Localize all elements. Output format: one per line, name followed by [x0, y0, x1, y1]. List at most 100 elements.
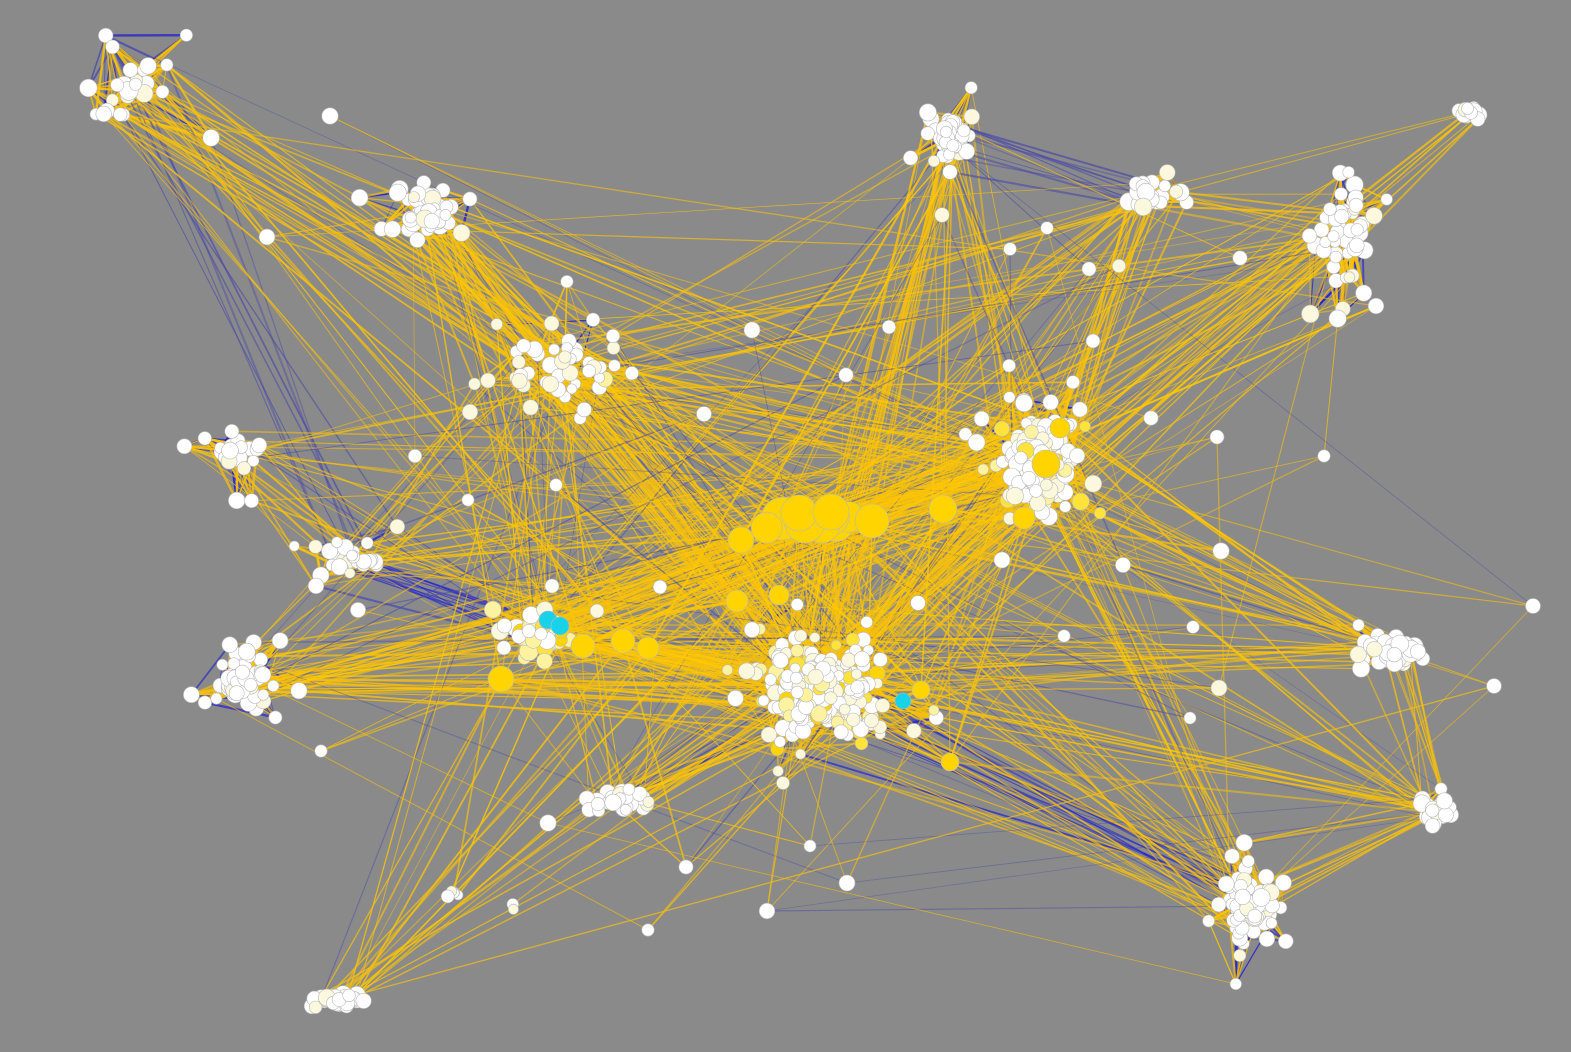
graph-node[interactable]	[727, 689, 744, 707]
graph-node[interactable]	[678, 859, 694, 875]
graph-node[interactable]	[1352, 618, 1365, 632]
graph-node[interactable]	[1112, 258, 1127, 273]
graph-node[interactable]	[1202, 914, 1215, 928]
graph-node[interactable]	[346, 549, 358, 562]
graph-node[interactable]	[860, 615, 873, 629]
graph-node[interactable]	[1212, 542, 1230, 560]
graph-node[interactable]	[764, 673, 777, 686]
graph-node[interactable]	[1069, 447, 1086, 464]
graph-node[interactable]	[957, 124, 971, 138]
graph-node[interactable]	[750, 511, 783, 544]
graph-node[interactable]	[1425, 803, 1440, 818]
graph-node-hub[interactable]	[854, 503, 890, 539]
graph-node[interactable]	[774, 735, 786, 748]
graph-node[interactable]	[1349, 237, 1365, 254]
graph-node[interactable]	[407, 191, 420, 203]
graph-node[interactable]	[605, 328, 620, 343]
graph-node[interactable]	[1258, 930, 1275, 948]
graph-node[interactable]	[1003, 391, 1016, 404]
graph-node[interactable]	[350, 189, 369, 207]
graph-node[interactable]	[910, 595, 926, 611]
graph-node[interactable]	[721, 664, 734, 676]
graph-node[interactable]	[810, 705, 828, 723]
graph-node[interactable]	[243, 678, 258, 692]
graph-node[interactable]	[919, 103, 937, 122]
graph-node[interactable]	[872, 652, 888, 667]
graph-node[interactable]	[940, 125, 953, 138]
graph-node[interactable]	[1042, 394, 1059, 411]
graph-node[interactable]	[234, 664, 250, 680]
graph-node[interactable]	[838, 874, 856, 892]
graph-node[interactable]	[619, 803, 632, 816]
graph-node[interactable]	[964, 81, 978, 95]
graph-node[interactable]	[566, 383, 578, 395]
graph-node[interactable]	[1349, 645, 1367, 663]
graph-node[interactable]	[743, 621, 761, 638]
graph-node[interactable]	[906, 723, 922, 739]
graph-node[interactable]	[1003, 242, 1017, 256]
graph-node[interactable]	[228, 491, 246, 510]
graph-node[interactable]	[409, 231, 426, 248]
graph-node[interactable]	[344, 567, 356, 579]
graph-node[interactable]	[238, 642, 256, 661]
graph-node[interactable]	[920, 126, 935, 141]
graph-node[interactable]	[1217, 875, 1235, 893]
graph-node[interactable]	[1158, 179, 1171, 192]
graph-node[interactable]	[1352, 659, 1371, 678]
graph-node[interactable]	[757, 694, 770, 707]
graph-node-hub[interactable]	[812, 493, 850, 531]
graph-node[interactable]	[1093, 507, 1107, 520]
graph-node[interactable]	[1224, 848, 1240, 864]
graph-node[interactable]	[794, 629, 808, 643]
graph-node[interactable]	[462, 191, 478, 207]
graph-node-hub[interactable]	[1012, 506, 1036, 530]
graph-node[interactable]	[881, 319, 896, 334]
graph-node[interactable]	[1079, 420, 1091, 433]
graph-node[interactable]	[1211, 896, 1227, 913]
graph-node[interactable]	[496, 640, 512, 656]
graph-node[interactable]	[129, 77, 143, 91]
graph-node[interactable]	[79, 78, 98, 98]
graph-node[interactable]	[490, 318, 503, 331]
graph-node[interactable]	[1040, 221, 1054, 235]
graph-node[interactable]	[404, 211, 417, 224]
graph-node[interactable]	[210, 692, 223, 705]
graph-node[interactable]	[330, 558, 348, 576]
graph-node[interactable]	[543, 315, 560, 332]
graph-node[interactable]	[1424, 818, 1441, 834]
graph-node[interactable]	[288, 540, 300, 552]
graph-node[interactable]	[307, 577, 325, 595]
graph-node[interactable]	[1235, 834, 1253, 852]
graph-node-hub[interactable]	[727, 526, 755, 554]
graph-node[interactable]	[1232, 250, 1248, 266]
graph-node[interactable]	[1247, 908, 1262, 924]
graph-node[interactable]	[795, 748, 806, 760]
graph-node[interactable]	[1366, 641, 1383, 658]
graph-node[interactable]	[743, 321, 761, 339]
graph-node[interactable]	[590, 797, 605, 812]
graph-node[interactable]	[582, 364, 596, 378]
graph-node[interactable]	[95, 105, 112, 122]
graph-node[interactable]	[1040, 478, 1053, 492]
graph-node[interactable]	[576, 402, 592, 418]
graph-node-highlighted[interactable]	[550, 616, 570, 636]
graph-node[interactable]	[928, 704, 940, 716]
graph-node[interactable]	[1525, 598, 1541, 614]
graph-node[interactable]	[942, 164, 958, 180]
graph-node-hub[interactable]	[610, 628, 636, 654]
graph-node[interactable]	[1327, 230, 1340, 243]
graph-node[interactable]	[696, 406, 712, 422]
graph-node[interactable]	[308, 539, 323, 554]
graph-node[interactable]	[496, 618, 513, 634]
graph-node[interactable]	[268, 710, 283, 725]
graph-node[interactable]	[383, 220, 402, 238]
graph-node[interactable]	[838, 703, 851, 716]
graph-node[interactable]	[841, 652, 857, 668]
graph-node-hub[interactable]	[725, 589, 749, 613]
graph-node[interactable]	[652, 579, 668, 595]
graph-node[interactable]	[1081, 261, 1097, 277]
graph-node[interactable]	[253, 652, 268, 667]
graph-node[interactable]	[1159, 164, 1176, 181]
graph-node[interactable]	[113, 107, 128, 122]
graph-node[interactable]	[1006, 487, 1024, 505]
